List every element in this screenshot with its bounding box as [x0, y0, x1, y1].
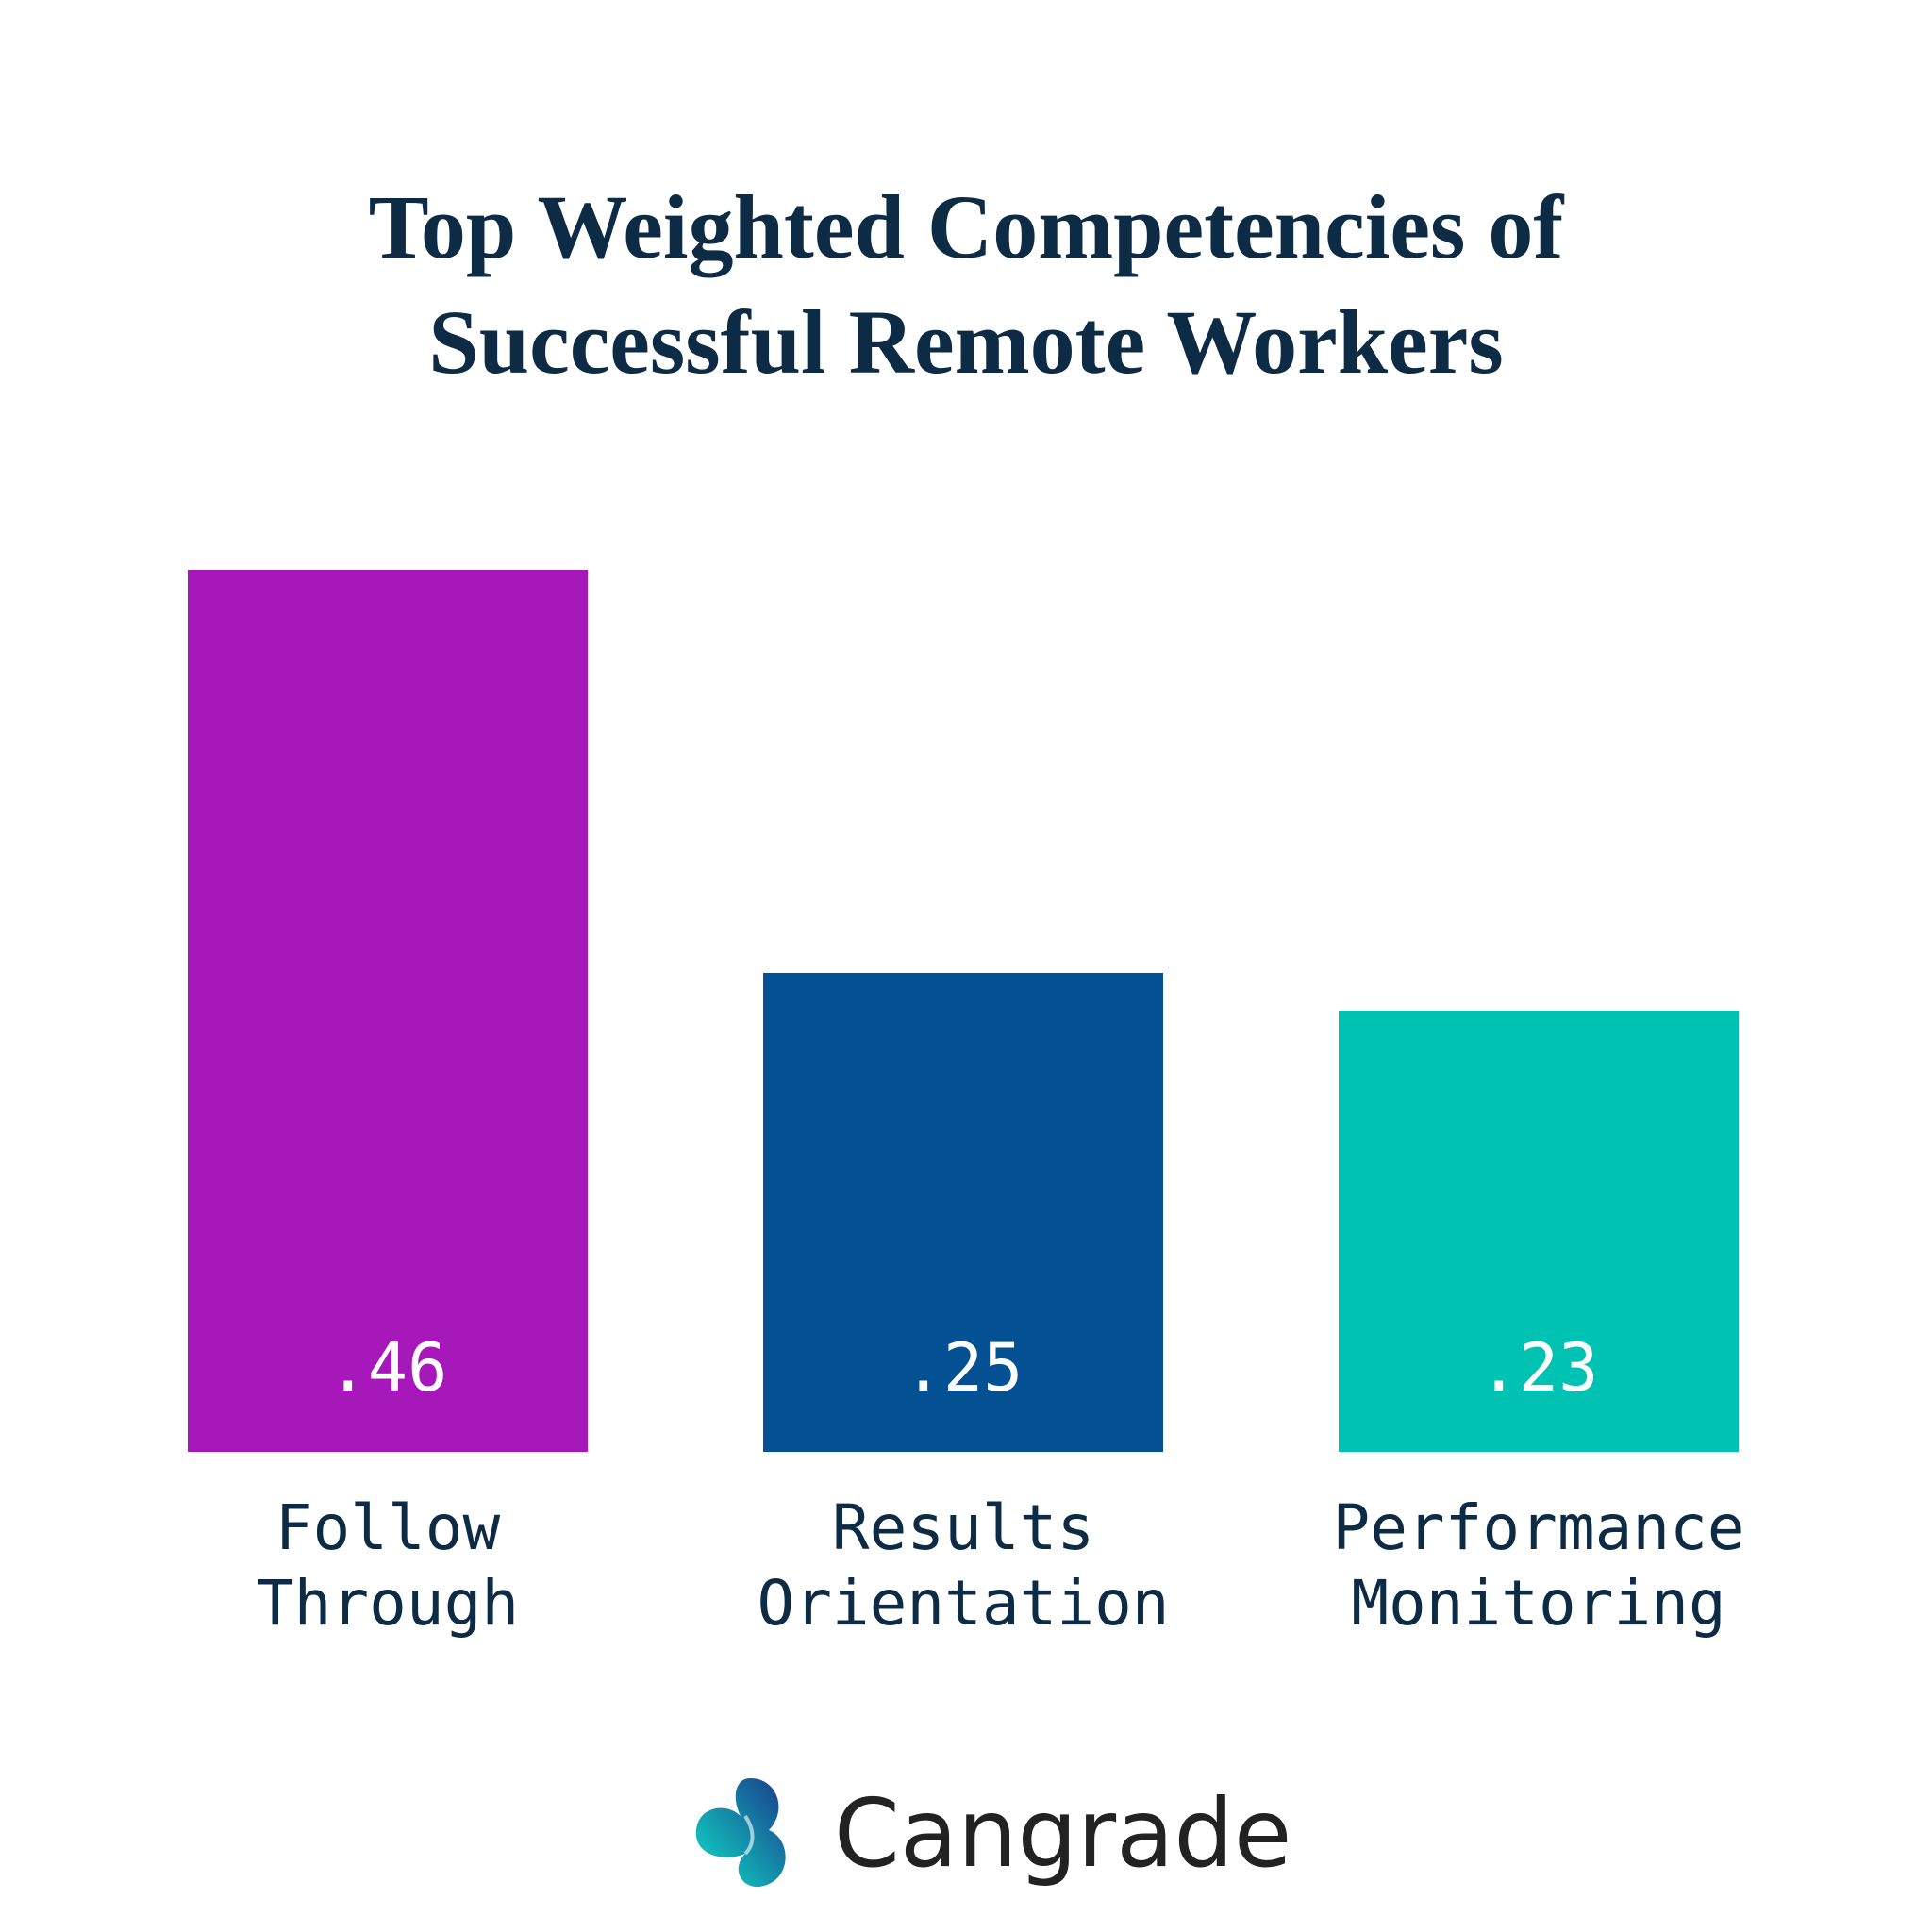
value-label: .46 — [327, 1329, 448, 1407]
bar — [1339, 1010, 1739, 1452]
x-tick-label: Follow Through — [256, 1491, 520, 1640]
x-tick-label: Results Orientation — [757, 1491, 1170, 1640]
value-label: .23 — [1478, 1329, 1599, 1407]
bar — [763, 972, 1163, 1452]
logo-icon — [695, 1778, 786, 1888]
logo-text: Cangrade — [834, 1778, 1292, 1889]
chart-title: Top Weighted Competencies of Successful … — [368, 176, 1564, 392]
bar — [188, 570, 588, 1452]
value-label: .25 — [903, 1329, 1024, 1407]
x-tick-label: Performance Monitoring — [1332, 1491, 1745, 1640]
